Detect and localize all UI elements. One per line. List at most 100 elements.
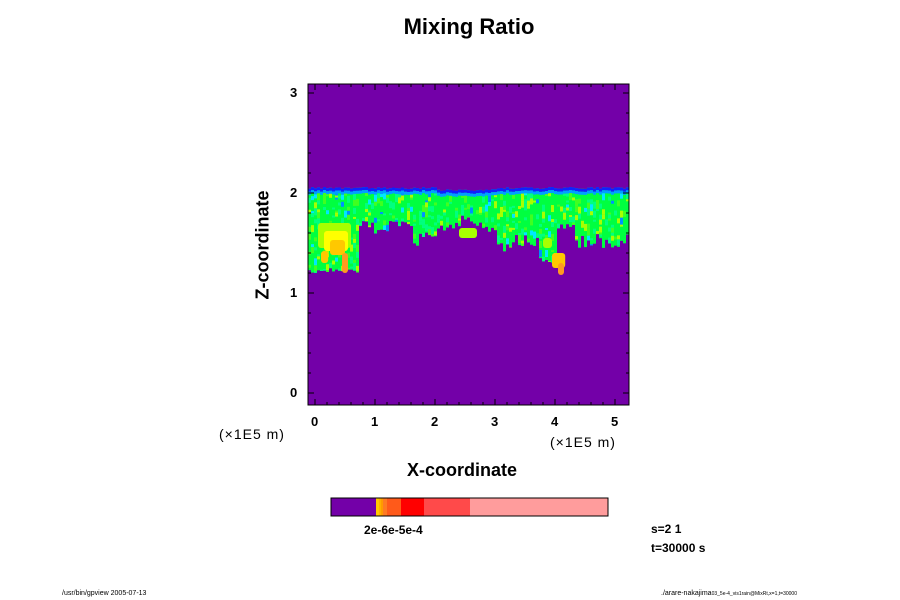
cloud-column	[584, 188, 587, 248]
cloud-patch	[374, 194, 377, 202]
cloud-patch	[467, 204, 470, 210]
cloud-patch	[503, 225, 506, 233]
cloud-top-edge-light	[386, 191, 389, 195]
cloud-patch	[326, 194, 329, 197]
cloud-patch	[536, 233, 539, 238]
cloud-patch	[470, 205, 473, 208]
cloud-top-edge	[335, 187, 338, 191]
cloud-patch	[620, 224, 623, 227]
cloud-top-edge	[440, 190, 443, 194]
cloud-patch	[317, 256, 320, 260]
cloud-patch	[608, 196, 611, 201]
cloud-top-edge	[497, 188, 500, 192]
cloud-patch	[551, 222, 554, 228]
cloud-patch	[557, 223, 560, 229]
cloud-top-edge-light	[467, 193, 470, 197]
cloud-top-edge-light	[554, 191, 557, 195]
cloud-column	[368, 188, 371, 228]
cloud-top-edge	[572, 187, 575, 191]
cloud-patch	[587, 228, 590, 236]
cloud-patch	[437, 218, 440, 223]
cloud-top-edge	[446, 189, 449, 193]
cloud-patch	[422, 225, 425, 229]
cloud-top-edge-light	[395, 191, 398, 195]
cloud-patch	[608, 212, 611, 215]
cloud-top-edge	[611, 188, 614, 192]
cloud-top-edge	[383, 187, 386, 191]
cloud-patch	[497, 223, 500, 227]
cloud-patch	[434, 193, 437, 196]
cloud-column	[626, 187, 629, 235]
cloud-top-edge	[365, 187, 368, 191]
cloud-column	[476, 190, 479, 226]
cloud-patch	[422, 233, 425, 237]
cloud-patch	[317, 209, 320, 213]
cloud-column	[416, 188, 419, 246]
cloud-patch	[605, 221, 608, 226]
cloud-top-edge	[602, 187, 605, 191]
cloud-column	[557, 188, 560, 229]
cloud-patch	[308, 232, 311, 240]
cloud-patch	[353, 193, 356, 200]
chart-title: Mixing Ratio	[403, 14, 535, 39]
cloud-patch	[386, 194, 389, 198]
cloud-top-edge	[455, 190, 458, 194]
cloud-patch	[356, 251, 359, 258]
cloud-top-edge-light	[458, 192, 461, 196]
cloud-top-edge	[452, 190, 455, 194]
cloud-top-edge-light	[380, 191, 383, 195]
cloud-patch	[548, 261, 551, 262]
cloud-column	[398, 188, 401, 227]
y-tick-label: 2	[290, 185, 298, 200]
cloud-patch	[593, 201, 596, 209]
cloud-patch	[593, 228, 596, 234]
cloud-patch	[338, 202, 341, 206]
x-tick-label: 1	[371, 414, 379, 429]
cloud-patch	[338, 209, 341, 215]
cloud-patch	[566, 207, 569, 211]
cloud-top-edge-light	[329, 190, 332, 194]
cloud-patch	[311, 213, 314, 218]
cloud-patch	[545, 249, 548, 257]
cloud-top-edge-light	[548, 190, 551, 194]
cloud-patch	[563, 212, 566, 220]
cloud-patch	[539, 223, 542, 227]
cloud-column	[527, 187, 530, 243]
cloud-top-edge-light	[350, 191, 353, 195]
cloud-patch	[551, 205, 554, 213]
cloud-patch	[593, 219, 596, 222]
cloud-patch	[356, 218, 359, 225]
cloud-patch	[566, 204, 569, 208]
cloud-patch	[485, 211, 488, 218]
cloud-top-edge	[593, 188, 596, 192]
cloud-patch	[428, 194, 431, 198]
cloud-patch	[575, 215, 578, 221]
cloud-patch	[332, 215, 335, 218]
cloud-patch	[401, 195, 404, 201]
cloud-patch	[521, 193, 524, 201]
cloud-top-edge-light	[485, 192, 488, 196]
cloud-patch	[461, 210, 464, 216]
cloud-column	[395, 188, 398, 222]
plot-border	[307, 83, 630, 406]
cloud-patch	[431, 206, 434, 213]
cloud-top-edge	[461, 189, 464, 193]
cloud-patch	[353, 238, 356, 243]
cloud-patch	[578, 213, 581, 219]
cloud-patch	[314, 202, 317, 209]
cloud-top-edge-light	[368, 191, 371, 195]
cloud-top-edge	[536, 188, 539, 192]
cloud-top-edge	[575, 188, 578, 192]
cloud-patch	[329, 220, 332, 223]
cloud-patch	[326, 264, 329, 271]
cloud-top-edge	[377, 187, 380, 191]
cloud-patch	[368, 210, 371, 213]
cloud-patch	[422, 205, 425, 213]
cloud-top-edge-light	[431, 190, 434, 194]
cloud-patch	[470, 207, 473, 214]
cloud-patch	[500, 212, 503, 217]
cloud-patch	[359, 222, 362, 226]
cloud-column	[458, 189, 461, 227]
cloud-top-edge	[356, 187, 359, 191]
cloud-top-edge	[485, 189, 488, 193]
